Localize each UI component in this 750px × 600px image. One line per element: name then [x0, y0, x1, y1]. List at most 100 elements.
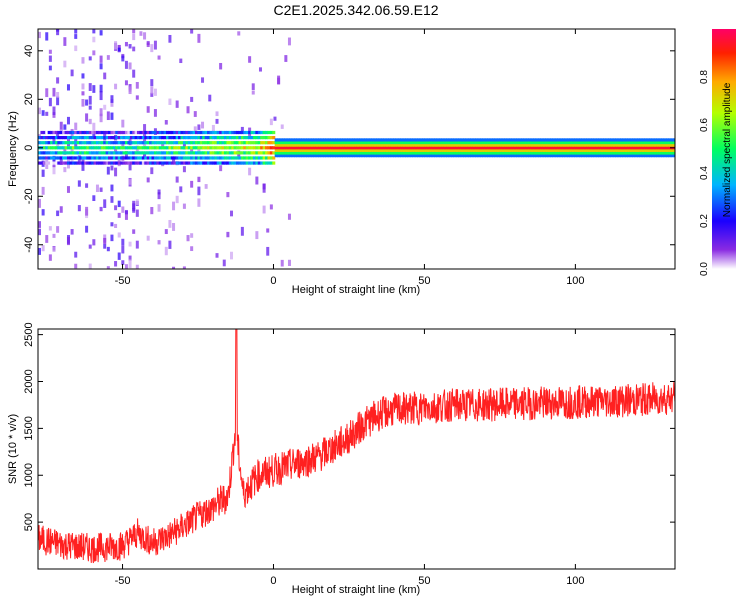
heatmap-band-cell: [141, 156, 145, 160]
heatmap-noise-cell: [124, 209, 128, 215]
heatmap-band-cell: [405, 154, 409, 158]
heatmap-band-cell: [566, 143, 570, 147]
heatmap-band-cell: [455, 148, 459, 153]
heatmap-band-cell: [658, 146, 662, 150]
heatmap-noise-cell: [63, 147, 67, 155]
heatmap-band-cell: [598, 151, 602, 155]
heatmap-band-cell: [146, 146, 150, 150]
heatmap-band-cell: [223, 146, 227, 150]
heatmap-band-cell: [347, 146, 351, 150]
heatmap-band-cell: [605, 146, 609, 150]
heatmap-band-cell: [284, 143, 288, 147]
heatmap-band-cell: [477, 140, 481, 145]
heatmap-band-cell: [262, 141, 266, 145]
heatmap-band-cell: [636, 143, 640, 147]
heatmap-band-cell: [216, 156, 220, 160]
heatmap-noise-cell: [124, 80, 128, 86]
heatmap-band-cell: [339, 146, 343, 150]
spectrogram-y-tick-label: 40: [23, 45, 35, 57]
heatmap-band-cell: [547, 140, 551, 145]
heatmap-band-cell: [86, 136, 90, 140]
heatmap-band-cell: [337, 138, 341, 142]
heatmap-band-cell: [600, 148, 604, 153]
heatmap-band-cell: [412, 148, 416, 153]
heatmap-band-cell: [344, 143, 348, 147]
heatmap-band-cell: [354, 140, 358, 145]
heatmap-band-cell: [615, 148, 619, 153]
heatmap-band-cell: [554, 151, 558, 155]
heatmap-band-cell: [274, 140, 278, 145]
heatmap-noise-cell: [117, 252, 121, 260]
heatmap-band-cell: [187, 161, 191, 165]
heatmap-band-cell: [245, 161, 249, 165]
heatmap-noise-cell: [143, 142, 147, 148]
heatmap-band-cell: [303, 148, 307, 153]
heatmap-band-cell: [260, 136, 264, 140]
heatmap-noise-cell: [179, 186, 183, 193]
heatmap-noise-cell: [132, 69, 136, 78]
heatmap-noise-cell: [168, 240, 172, 249]
heatmap-band-cell: [236, 161, 240, 165]
heatmap-band-cell: [624, 140, 628, 145]
snr-x-tick-label: -50: [115, 575, 131, 587]
heatmap-noise-cell: [88, 263, 92, 269]
heatmap-band-cell: [175, 130, 179, 135]
heatmap-band-cell: [501, 154, 505, 158]
heatmap-band-cell: [458, 143, 462, 147]
heatmap-band-cell: [207, 161, 211, 165]
heatmap-band-cell: [632, 138, 636, 142]
heatmap-band-cell: [472, 138, 476, 142]
heatmap-band-cell: [395, 146, 399, 150]
heatmap-band-cell: [337, 148, 341, 153]
heatmap-noise-cell: [77, 155, 81, 164]
heatmap-noise-cell: [215, 118, 219, 124]
heatmap-band-cell: [378, 143, 382, 147]
heatmap-band-cell: [187, 136, 191, 140]
heatmap-band-cell: [50, 141, 54, 145]
heatmap-band-cell: [586, 148, 590, 153]
heatmap-noise-cell: [135, 209, 139, 217]
heatmap-noise-cell: [95, 184, 99, 193]
heatmap-band-cell: [634, 148, 638, 153]
heatmap-band-cell: [245, 151, 249, 155]
heatmap-noise-cell: [110, 165, 114, 171]
heatmap-band-cell: [380, 148, 384, 153]
heatmap-band-cell: [272, 146, 276, 150]
heatmap-band-cell: [221, 141, 225, 145]
heatmap-band-cell: [279, 148, 283, 153]
heatmap-band-cell: [320, 154, 324, 158]
heatmap-noise-cell: [146, 106, 150, 113]
heatmap-band-cell: [76, 136, 80, 140]
heatmap-band-cell: [673, 140, 675, 145]
heatmap-band-cell: [318, 148, 322, 153]
heatmap-noise-cell: [114, 167, 118, 177]
heatmap-band-cell: [494, 154, 498, 158]
heatmap-band-cell: [199, 136, 203, 140]
heatmap-band-cell: [663, 146, 667, 150]
heatmap-band-cell: [600, 138, 604, 142]
heatmap-noise-cell: [81, 57, 85, 64]
heatmap-band-cell: [636, 154, 640, 158]
heatmap-band-cell: [368, 140, 372, 145]
heatmap-noise-cell: [172, 266, 176, 269]
heatmap-band-cell: [489, 154, 493, 158]
spectrogram-y-tick-label: 0: [23, 145, 35, 151]
heatmap-band-cell: [434, 146, 438, 150]
heatmap-band-cell: [583, 151, 587, 155]
heatmap-band-cell: [298, 151, 302, 155]
heatmap-band-cell: [397, 146, 401, 150]
heatmap-band-cell: [71, 156, 75, 160]
heatmap-band-cell: [550, 154, 554, 158]
heatmap-band-cell: [552, 143, 556, 147]
heatmap-band-cell: [202, 130, 206, 135]
heatmap-band-cell: [243, 141, 247, 145]
heatmap-band-cell: [673, 148, 675, 153]
heatmap-band-cell: [508, 146, 512, 150]
heatmap-band-cell: [521, 151, 525, 155]
heatmap-band-cell: [228, 151, 232, 155]
heatmap-band-cell: [71, 130, 75, 135]
heatmap-noise-cell: [85, 113, 89, 122]
heatmap-noise-cell: [179, 58, 183, 64]
heatmap-noise-cell: [99, 30, 103, 36]
heatmap-band-cell: [417, 154, 421, 158]
